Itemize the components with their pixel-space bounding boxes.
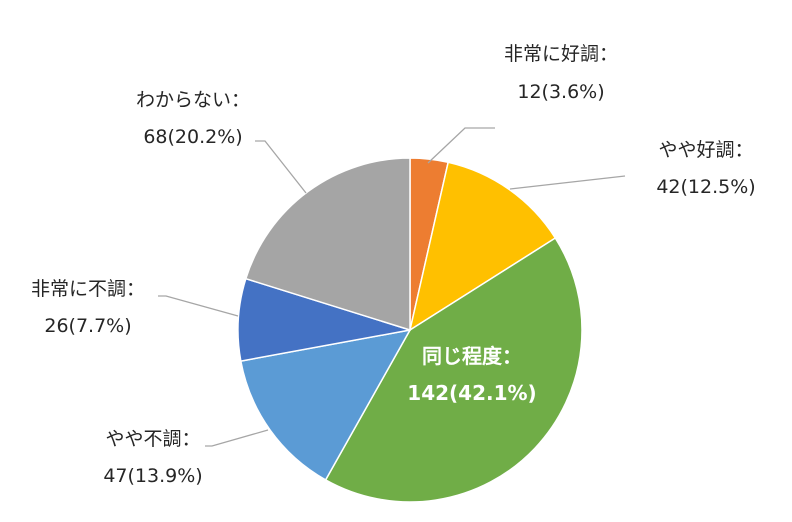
label-value-unknown: 68(20.2%) bbox=[143, 126, 242, 148]
slice-unknown bbox=[244, 157, 411, 332]
leader-line-slightly-bad bbox=[205, 429, 269, 447]
label-category-slightly-good: やや好調： bbox=[658, 139, 753, 161]
label-value-same: 142(42.1%) bbox=[407, 381, 536, 405]
label-value-slightly-bad: 47(13.9%) bbox=[103, 465, 202, 487]
label-value-very-good: 12(3.6%) bbox=[517, 81, 604, 103]
slice-slightly-bad bbox=[239, 328, 412, 481]
label-category-very-bad: 非常に不調： bbox=[31, 278, 145, 300]
label-value-slightly-good: 42(12.5%) bbox=[656, 176, 755, 198]
label-value-very-bad: 26(7.7%) bbox=[44, 315, 131, 337]
leader-line-unknown bbox=[255, 140, 307, 194]
label-category-slightly-bad: やや不調： bbox=[105, 428, 200, 450]
label-category-same: 同じ程度： bbox=[422, 344, 522, 368]
label-category-very-good: 非常に好調： bbox=[504, 43, 618, 65]
slice-slightly-good bbox=[408, 161, 557, 332]
leader-lines bbox=[158, 127, 626, 447]
leader-line-slightly-good bbox=[509, 175, 626, 190]
slice-same bbox=[324, 237, 583, 503]
leader-line-very-good bbox=[427, 127, 495, 164]
pie-slices bbox=[237, 157, 583, 503]
data-labels: 非常に好調： 12(3.6%) やや好調： 42(12.5%) 同じ程度： 14… bbox=[31, 43, 756, 487]
label-category-unknown: わからない： bbox=[136, 89, 250, 111]
leader-line-very-bad bbox=[158, 295, 239, 317]
